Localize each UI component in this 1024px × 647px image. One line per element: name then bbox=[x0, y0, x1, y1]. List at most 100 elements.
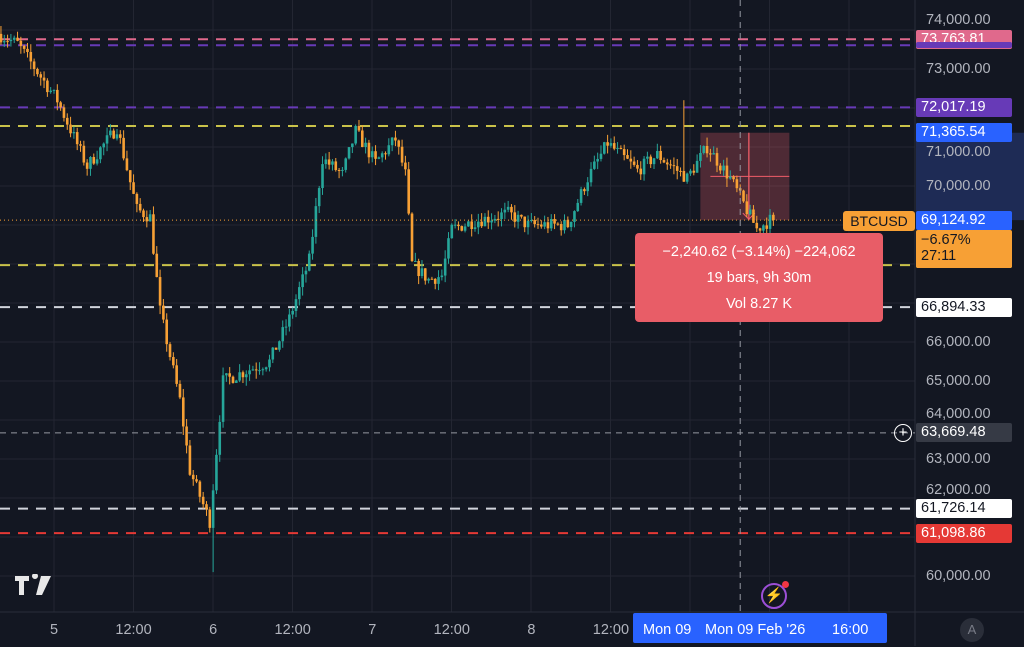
candle-body bbox=[128, 170, 132, 183]
candle-body bbox=[563, 219, 566, 231]
price-change-countdown: −6.67% 27:11 bbox=[916, 229, 1012, 268]
candle-body bbox=[593, 161, 596, 169]
candle-body bbox=[145, 217, 149, 222]
candle-body bbox=[685, 173, 689, 182]
candle-body bbox=[506, 206, 510, 210]
candle-body bbox=[646, 156, 649, 159]
price-tick: 64,000.00 bbox=[926, 406, 991, 422]
candle-body bbox=[433, 278, 437, 284]
candle-body bbox=[138, 203, 142, 211]
candle-body bbox=[102, 143, 106, 148]
candle-body bbox=[188, 445, 192, 475]
measure-axis-highlight bbox=[916, 132, 1024, 221]
candle-body bbox=[755, 222, 759, 229]
candle-body bbox=[510, 206, 513, 213]
crosshair-date: Mon 09 Feb '26 bbox=[705, 622, 806, 638]
candle-body bbox=[414, 260, 417, 262]
candle-body bbox=[56, 89, 59, 103]
candle-body bbox=[181, 397, 185, 427]
candle-body bbox=[158, 277, 162, 306]
candle-body bbox=[162, 305, 165, 320]
candle-body bbox=[579, 189, 583, 203]
candle-body bbox=[490, 220, 493, 223]
candle-body bbox=[732, 176, 735, 180]
candle-body bbox=[112, 130, 115, 139]
level-price-label: 61,098.86 bbox=[916, 523, 1012, 543]
candle-body bbox=[357, 125, 361, 131]
candle-body bbox=[725, 165, 729, 179]
candle-body bbox=[142, 210, 145, 218]
crosshair-add-icon[interactable]: + bbox=[894, 424, 912, 442]
candle-body bbox=[715, 153, 719, 166]
candle-body bbox=[261, 369, 265, 371]
candle-body bbox=[719, 165, 722, 171]
candle-body bbox=[473, 227, 477, 230]
candle-body bbox=[264, 367, 268, 370]
candle-body bbox=[407, 169, 411, 214]
candle-body bbox=[148, 214, 152, 222]
candle-body bbox=[341, 169, 344, 171]
candle-body bbox=[705, 146, 709, 154]
candle-body bbox=[172, 357, 175, 366]
candle-body bbox=[79, 144, 82, 146]
candle-body bbox=[662, 160, 666, 163]
candle-body bbox=[178, 383, 182, 398]
candle-body bbox=[36, 68, 39, 75]
candle-body bbox=[400, 146, 404, 163]
candle-body bbox=[278, 341, 281, 350]
crosshair bbox=[0, 0, 915, 612]
candle-body bbox=[19, 40, 23, 46]
candle-body bbox=[364, 142, 367, 148]
alert-lightning-icon[interactable]: ⚡ bbox=[761, 581, 789, 609]
candle-body bbox=[92, 157, 96, 164]
tradingview-logo bbox=[14, 573, 54, 601]
time-tick: 12:00 bbox=[115, 622, 152, 638]
measure-tooltip: −2,240.62 (−3.14%) −224,062 19 bars, 9h … bbox=[635, 233, 883, 322]
candle-body bbox=[221, 375, 225, 422]
candle-body bbox=[191, 474, 195, 480]
candle-body bbox=[82, 145, 86, 163]
auto-scale-button[interactable]: A bbox=[960, 618, 984, 642]
candle-body bbox=[569, 221, 573, 228]
candle-body bbox=[589, 168, 593, 183]
candle-body bbox=[211, 490, 215, 528]
symbol-label: BTCUSD bbox=[843, 211, 915, 231]
candle-body bbox=[493, 218, 497, 221]
candle-body bbox=[540, 224, 543, 227]
crosshair-time-label: Mon 09 Mon 09 Feb '26 16:00 bbox=[633, 613, 887, 643]
candle-body bbox=[629, 158, 633, 162]
candle-body bbox=[583, 189, 586, 192]
candle-body bbox=[430, 278, 434, 280]
price-tick: 66,000.00 bbox=[926, 334, 991, 350]
candle-body bbox=[500, 212, 503, 220]
candle-body bbox=[692, 170, 696, 173]
candle-body bbox=[427, 278, 430, 281]
candle-body bbox=[566, 219, 570, 228]
measure-bars: 19 bars, 9h 30m bbox=[706, 270, 812, 286]
candle-body bbox=[201, 496, 205, 505]
candle-body bbox=[549, 219, 553, 229]
candle-body bbox=[483, 216, 487, 227]
candle-body bbox=[354, 125, 357, 144]
last-price-label: 69,124.92 bbox=[916, 210, 1012, 230]
price-tick: 70,000.00 bbox=[926, 178, 991, 194]
candle-body bbox=[307, 253, 311, 271]
candle-body bbox=[457, 224, 460, 227]
candle-body bbox=[235, 380, 238, 383]
candle-body bbox=[152, 214, 155, 254]
candle-body bbox=[347, 147, 351, 159]
candle-body bbox=[397, 140, 401, 147]
candle-body bbox=[722, 165, 725, 171]
candle-body bbox=[669, 164, 672, 166]
candle-body bbox=[599, 153, 603, 159]
candle-body bbox=[702, 146, 706, 153]
candle-body bbox=[165, 319, 169, 345]
candle-body bbox=[762, 225, 765, 231]
measure-start-price-label: 71,365.54 bbox=[916, 123, 1012, 143]
candle-body bbox=[616, 147, 619, 149]
candle-body bbox=[2, 41, 6, 43]
candle-body bbox=[695, 160, 699, 173]
candle-body bbox=[576, 202, 580, 212]
